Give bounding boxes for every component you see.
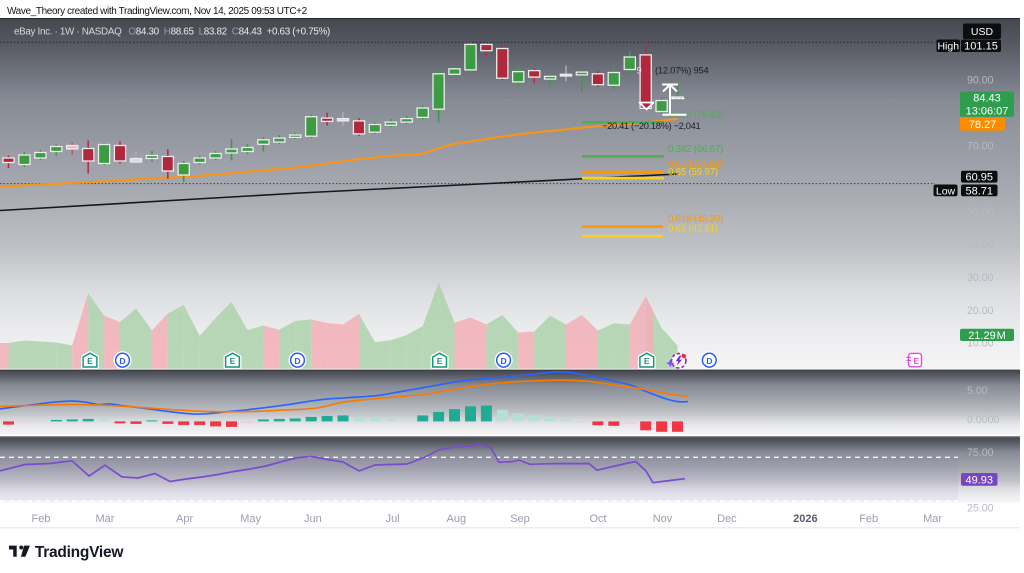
- svg-text:E: E: [87, 356, 93, 366]
- svg-text:D: D: [294, 356, 300, 366]
- svg-text:Feb: Feb: [32, 513, 51, 525]
- svg-text:TradingView: TradingView: [35, 544, 124, 561]
- svg-text:30.00: 30.00: [967, 272, 994, 284]
- svg-text:E: E: [437, 356, 443, 366]
- svg-text:Mar: Mar: [923, 513, 942, 525]
- svg-text:101.15: 101.15: [964, 41, 998, 53]
- svg-text:9: 9: [637, 66, 642, 76]
- svg-text:0.382 (66.67): 0.382 (66.67): [668, 144, 723, 155]
- svg-text:25.00: 25.00: [967, 502, 994, 514]
- svg-text:USD: USD: [971, 26, 994, 38]
- svg-text:40.00: 40.00: [967, 239, 994, 251]
- svg-text:2026: 2026: [793, 513, 817, 525]
- svg-text:Oct: Oct: [589, 513, 606, 525]
- svg-text:Sep: Sep: [510, 513, 530, 525]
- svg-text:Feb: Feb: [859, 513, 878, 525]
- svg-text:D: D: [706, 356, 712, 366]
- svg-text:0.618 (45.39): 0.618 (45.39): [668, 214, 723, 225]
- svg-text:20.00: 20.00: [967, 305, 994, 317]
- svg-text:58.71: 58.71: [965, 185, 993, 197]
- svg-text:0.282 (76.93): 0.282 (76.93): [668, 110, 723, 121]
- svg-text:D: D: [119, 356, 125, 366]
- svg-text:E: E: [913, 356, 919, 366]
- svg-text:Wave_Theory created with Tradi: Wave_Theory created with TradingView.com…: [7, 6, 308, 17]
- svg-text:75.00: 75.00: [967, 447, 994, 459]
- svg-text:−20.41 (−20.18%) −2,041: −20.41 (−20.18%) −2,041: [602, 121, 700, 131]
- svg-text:Apr: Apr: [176, 513, 193, 525]
- svg-text:High: High: [937, 41, 959, 53]
- svg-text:Aug: Aug: [447, 513, 467, 525]
- svg-text:0.65 (42.51): 0.65 (42.51): [668, 223, 718, 234]
- svg-text:78.27: 78.27: [969, 119, 997, 131]
- svg-text:0.0000: 0.0000: [967, 414, 1000, 426]
- svg-text:Low: Low: [936, 185, 956, 197]
- svg-text:13:06:07: 13:06:07: [966, 105, 1009, 117]
- svg-text:Nov: Nov: [653, 513, 673, 525]
- svg-text:Mar: Mar: [96, 513, 115, 525]
- svg-text:60.95: 60.95: [965, 172, 993, 184]
- svg-text:21.29 M: 21.29 M: [968, 330, 1006, 342]
- svg-text:E: E: [644, 356, 650, 366]
- svg-text:84.43: 84.43: [973, 93, 1001, 105]
- svg-text:Jun: Jun: [304, 513, 322, 525]
- svg-text:70.00: 70.00: [967, 140, 994, 152]
- svg-text:Jul: Jul: [386, 513, 400, 525]
- svg-text:90.00: 90.00: [967, 75, 994, 87]
- svg-text:5.00: 5.00: [967, 385, 988, 397]
- svg-text:E: E: [230, 356, 236, 366]
- svg-text:Dec: Dec: [717, 513, 737, 525]
- svg-text:D: D: [500, 356, 506, 366]
- svg-text:(12.07%) 954: (12.07%) 954: [655, 66, 708, 76]
- svg-text:May: May: [240, 513, 261, 525]
- svg-text:0.618 (61.99): 0.618 (61.99): [668, 160, 723, 171]
- svg-text:0.65 (59.97): 0.65 (59.97): [668, 167, 718, 178]
- svg-text:49.93: 49.93: [965, 474, 993, 486]
- svg-text:50.00: 50.00: [967, 206, 994, 218]
